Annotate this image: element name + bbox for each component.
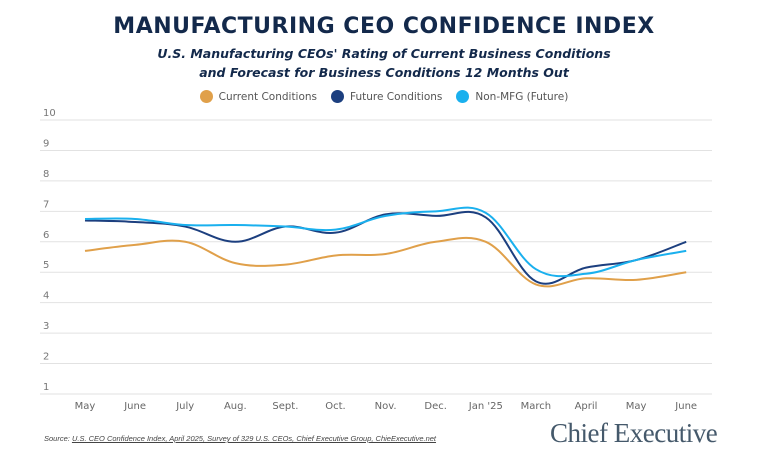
legend-item: Non-MFG (Future) [456, 90, 568, 103]
source-note: Source: U.S. CEO Confidence Index, April… [44, 434, 436, 443]
legend-item: Current Conditions [199, 90, 318, 103]
x-tick-label: Jan '25 [468, 401, 503, 412]
x-tick-label: Aug. [224, 401, 247, 412]
x-tick-label: June [674, 401, 697, 412]
y-tick-label: 4 [43, 291, 49, 302]
chart-subtitle-line1: U.S. Manufacturing CEOs' Rating of Curre… [157, 46, 611, 61]
legend-label: Non-MFG (Future) [475, 90, 569, 103]
y-tick-label: 5 [43, 260, 49, 271]
x-tick-label: April [575, 401, 598, 412]
x-tick-label: Sept. [272, 401, 298, 412]
legend-label: Future Conditions [350, 90, 443, 103]
x-tick-label: June [123, 401, 146, 412]
y-tick-label: 1 [43, 382, 49, 393]
legend: Current Conditions Future Conditions Non-M… [0, 90, 768, 103]
x-tick-label: July [175, 401, 194, 412]
y-tick-label: 7 [43, 199, 49, 210]
y-tick-label: 3 [43, 321, 49, 332]
chart-title: MANUFACTURING CEO CONFIDENCE INDEX [113, 14, 655, 39]
source-prefix: Source: [44, 434, 72, 443]
chart-subtitle-line2: and Forecast for Business Conditions 12 … [199, 65, 569, 80]
source-link[interactable]: U.S. CEO Confidence Index, April 2025, S… [71, 434, 437, 443]
y-tick-label: 2 [43, 352, 49, 363]
legend-label: Current Conditions [218, 90, 318, 103]
chief-executive-logo: Chief Executive [550, 418, 718, 448]
x-tick-label: March [521, 401, 551, 412]
legend-item: Future Conditions [331, 90, 442, 103]
y-tick-label: 9 [43, 138, 49, 149]
y-tick-label: 8 [43, 169, 49, 180]
series-line-current-conditions [84, 236, 687, 288]
y-tick-label: 6 [43, 230, 49, 241]
x-tick-label: Oct. [325, 401, 345, 412]
legend-swatch [199, 90, 213, 103]
x-tick-label: May [75, 401, 96, 412]
x-tick-label: Nov. [375, 401, 397, 412]
legend-swatch [331, 90, 345, 103]
y-tick-label: 10 [43, 108, 56, 119]
x-tick-label: May [626, 401, 647, 412]
legend-swatch [456, 90, 470, 103]
x-tick-label: Dec. [424, 401, 447, 412]
